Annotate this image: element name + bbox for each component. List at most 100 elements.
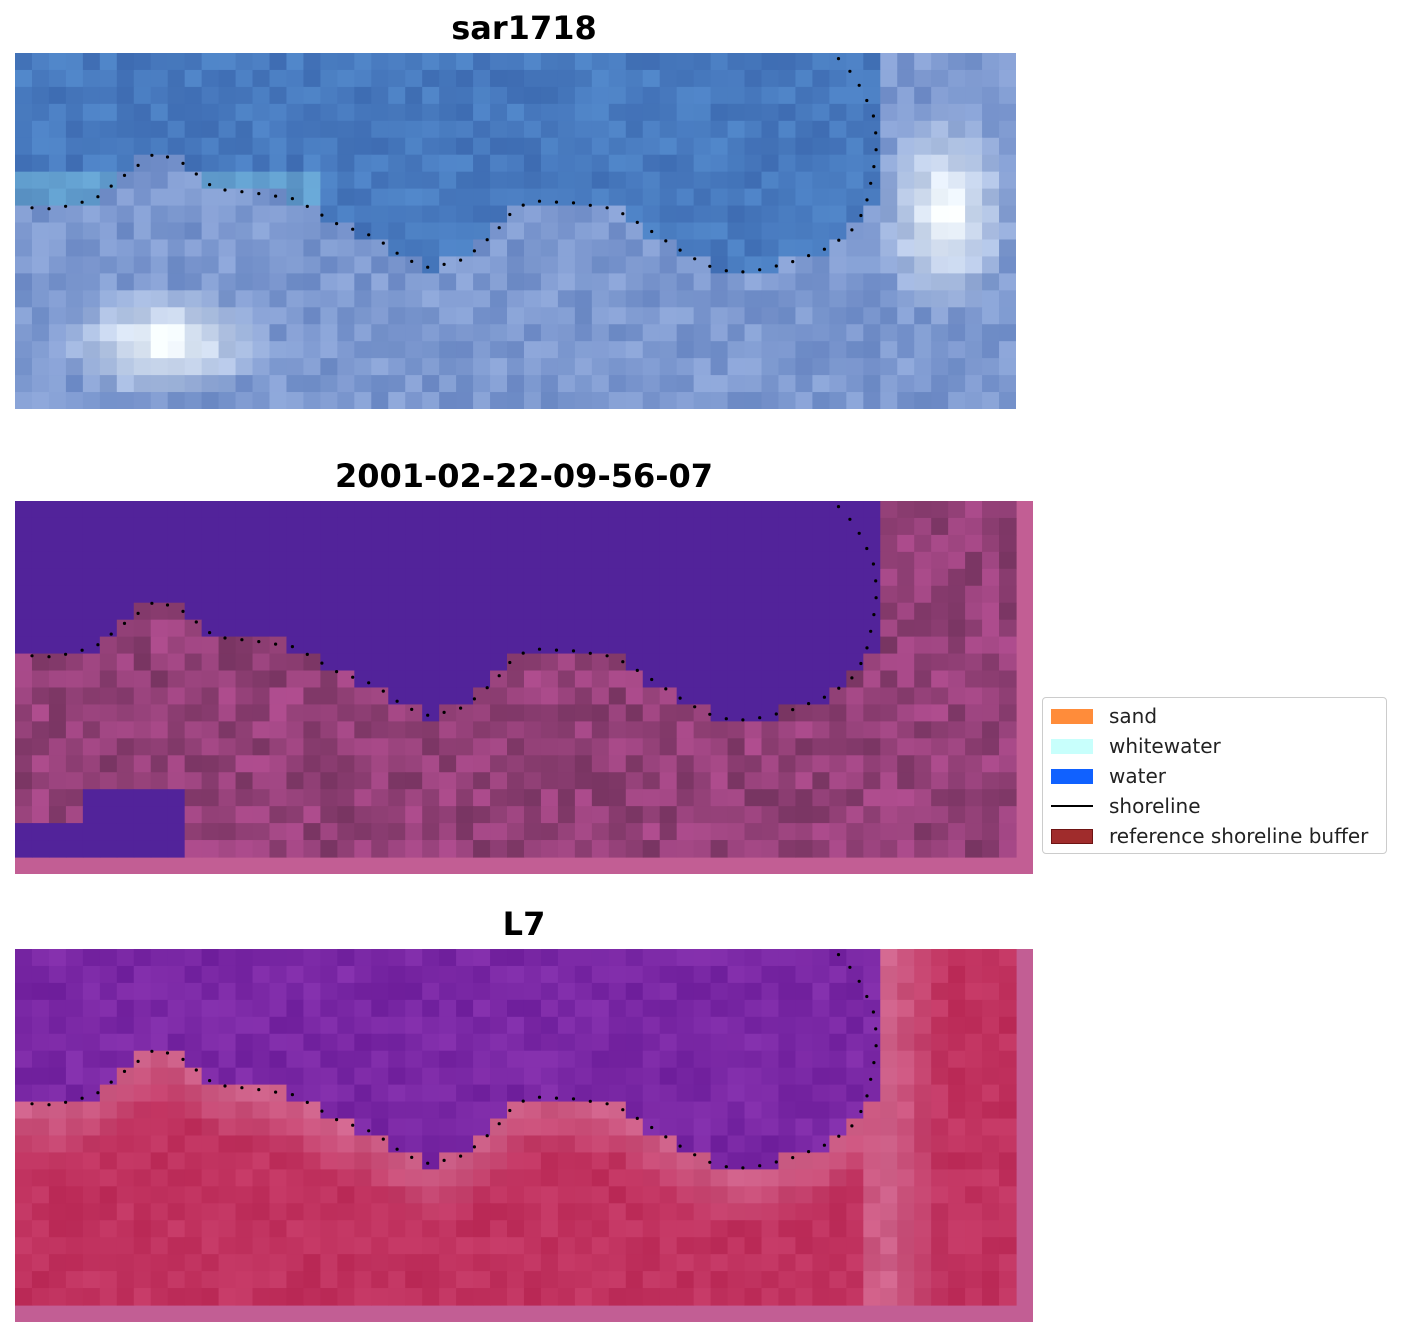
pixel bbox=[676, 392, 695, 409]
pixel bbox=[150, 256, 169, 274]
pixel bbox=[642, 1135, 661, 1154]
pixel bbox=[371, 1101, 389, 1120]
pixel bbox=[914, 1033, 932, 1052]
pixel bbox=[999, 1254, 1017, 1272]
pixel bbox=[201, 1254, 220, 1272]
pixel bbox=[456, 965, 474, 984]
pixel bbox=[456, 806, 474, 824]
pixel bbox=[150, 823, 169, 841]
pixel bbox=[999, 69, 1016, 88]
pixel bbox=[507, 324, 525, 342]
pixel bbox=[727, 239, 746, 258]
pixel bbox=[591, 999, 610, 1018]
pixel bbox=[931, 1254, 949, 1272]
pixel bbox=[897, 358, 915, 376]
pixel bbox=[965, 1067, 983, 1086]
pixel bbox=[439, 1135, 457, 1154]
pixel bbox=[574, 290, 593, 308]
pixel bbox=[540, 704, 559, 722]
pixel bbox=[473, 687, 491, 706]
pixel bbox=[320, 755, 338, 773]
pixel bbox=[795, 1152, 814, 1170]
pixel bbox=[48, 982, 67, 1001]
pixel bbox=[863, 1237, 881, 1255]
pixel bbox=[303, 1067, 321, 1086]
pixel bbox=[642, 103, 661, 122]
pixel bbox=[167, 120, 186, 139]
pixel bbox=[608, 501, 627, 519]
pixel bbox=[829, 965, 847, 984]
pixel bbox=[184, 653, 203, 672]
pixel bbox=[523, 602, 542, 621]
pixel bbox=[727, 358, 746, 376]
pixel bbox=[116, 205, 135, 224]
pixel bbox=[931, 840, 949, 858]
pixel bbox=[320, 1220, 338, 1238]
pixel bbox=[574, 1152, 593, 1170]
pixel bbox=[31, 738, 50, 756]
pixel bbox=[982, 86, 1000, 105]
pixel bbox=[405, 1050, 423, 1069]
pixel bbox=[422, 653, 440, 672]
shoreline-dot bbox=[635, 668, 639, 672]
pixel bbox=[999, 999, 1017, 1018]
pixel bbox=[354, 704, 372, 722]
pixel bbox=[116, 517, 135, 536]
pixel bbox=[574, 772, 593, 790]
pixel bbox=[184, 602, 203, 621]
pixel bbox=[999, 137, 1016, 156]
shoreline-dot bbox=[537, 1095, 542, 1099]
pixel bbox=[676, 965, 695, 984]
pixel bbox=[812, 670, 830, 689]
pixel bbox=[235, 738, 254, 756]
pixel bbox=[897, 568, 915, 587]
pixel bbox=[150, 324, 169, 342]
index-image-pixels bbox=[15, 949, 1017, 1306]
pixel bbox=[693, 1203, 712, 1221]
pixel bbox=[388, 171, 406, 190]
pixel bbox=[948, 222, 966, 241]
pixel bbox=[761, 1135, 780, 1154]
pixel bbox=[184, 965, 203, 984]
pixel bbox=[303, 290, 321, 308]
pixel bbox=[608, 103, 627, 122]
pixel bbox=[65, 999, 84, 1018]
pixel bbox=[693, 806, 712, 824]
pixel bbox=[439, 1186, 457, 1204]
pixel bbox=[540, 256, 559, 274]
pixel bbox=[473, 501, 491, 519]
pixel bbox=[812, 1135, 830, 1154]
pixel bbox=[388, 1220, 406, 1238]
pixel bbox=[778, 949, 797, 967]
pixel bbox=[405, 103, 423, 122]
pixel bbox=[642, 375, 661, 393]
pixel bbox=[82, 53, 101, 71]
pixel bbox=[829, 256, 847, 274]
pixel bbox=[184, 806, 203, 824]
shoreline-dot bbox=[822, 695, 827, 699]
shoreline-dot bbox=[320, 1109, 324, 1113]
pixel bbox=[320, 1118, 338, 1137]
pixel bbox=[405, 551, 423, 570]
pixel bbox=[235, 1254, 254, 1272]
pixel bbox=[829, 517, 847, 536]
pixel bbox=[540, 86, 559, 105]
pixel bbox=[439, 534, 457, 553]
pixel bbox=[965, 704, 983, 722]
pixel bbox=[116, 1050, 135, 1069]
pixel bbox=[269, 86, 288, 105]
pixel bbox=[235, 86, 254, 105]
pixel bbox=[371, 53, 389, 71]
pixel bbox=[523, 171, 542, 190]
pixel bbox=[507, 1016, 525, 1035]
pixel bbox=[507, 1220, 525, 1238]
pixel bbox=[999, 823, 1017, 841]
pixel bbox=[354, 1271, 372, 1289]
pixel bbox=[863, 273, 881, 291]
pixel bbox=[693, 840, 712, 858]
pixel bbox=[574, 53, 593, 71]
pixel bbox=[591, 619, 610, 638]
shoreline-dot bbox=[874, 1027, 878, 1031]
pixel bbox=[897, 1016, 915, 1035]
pixel bbox=[167, 670, 186, 689]
